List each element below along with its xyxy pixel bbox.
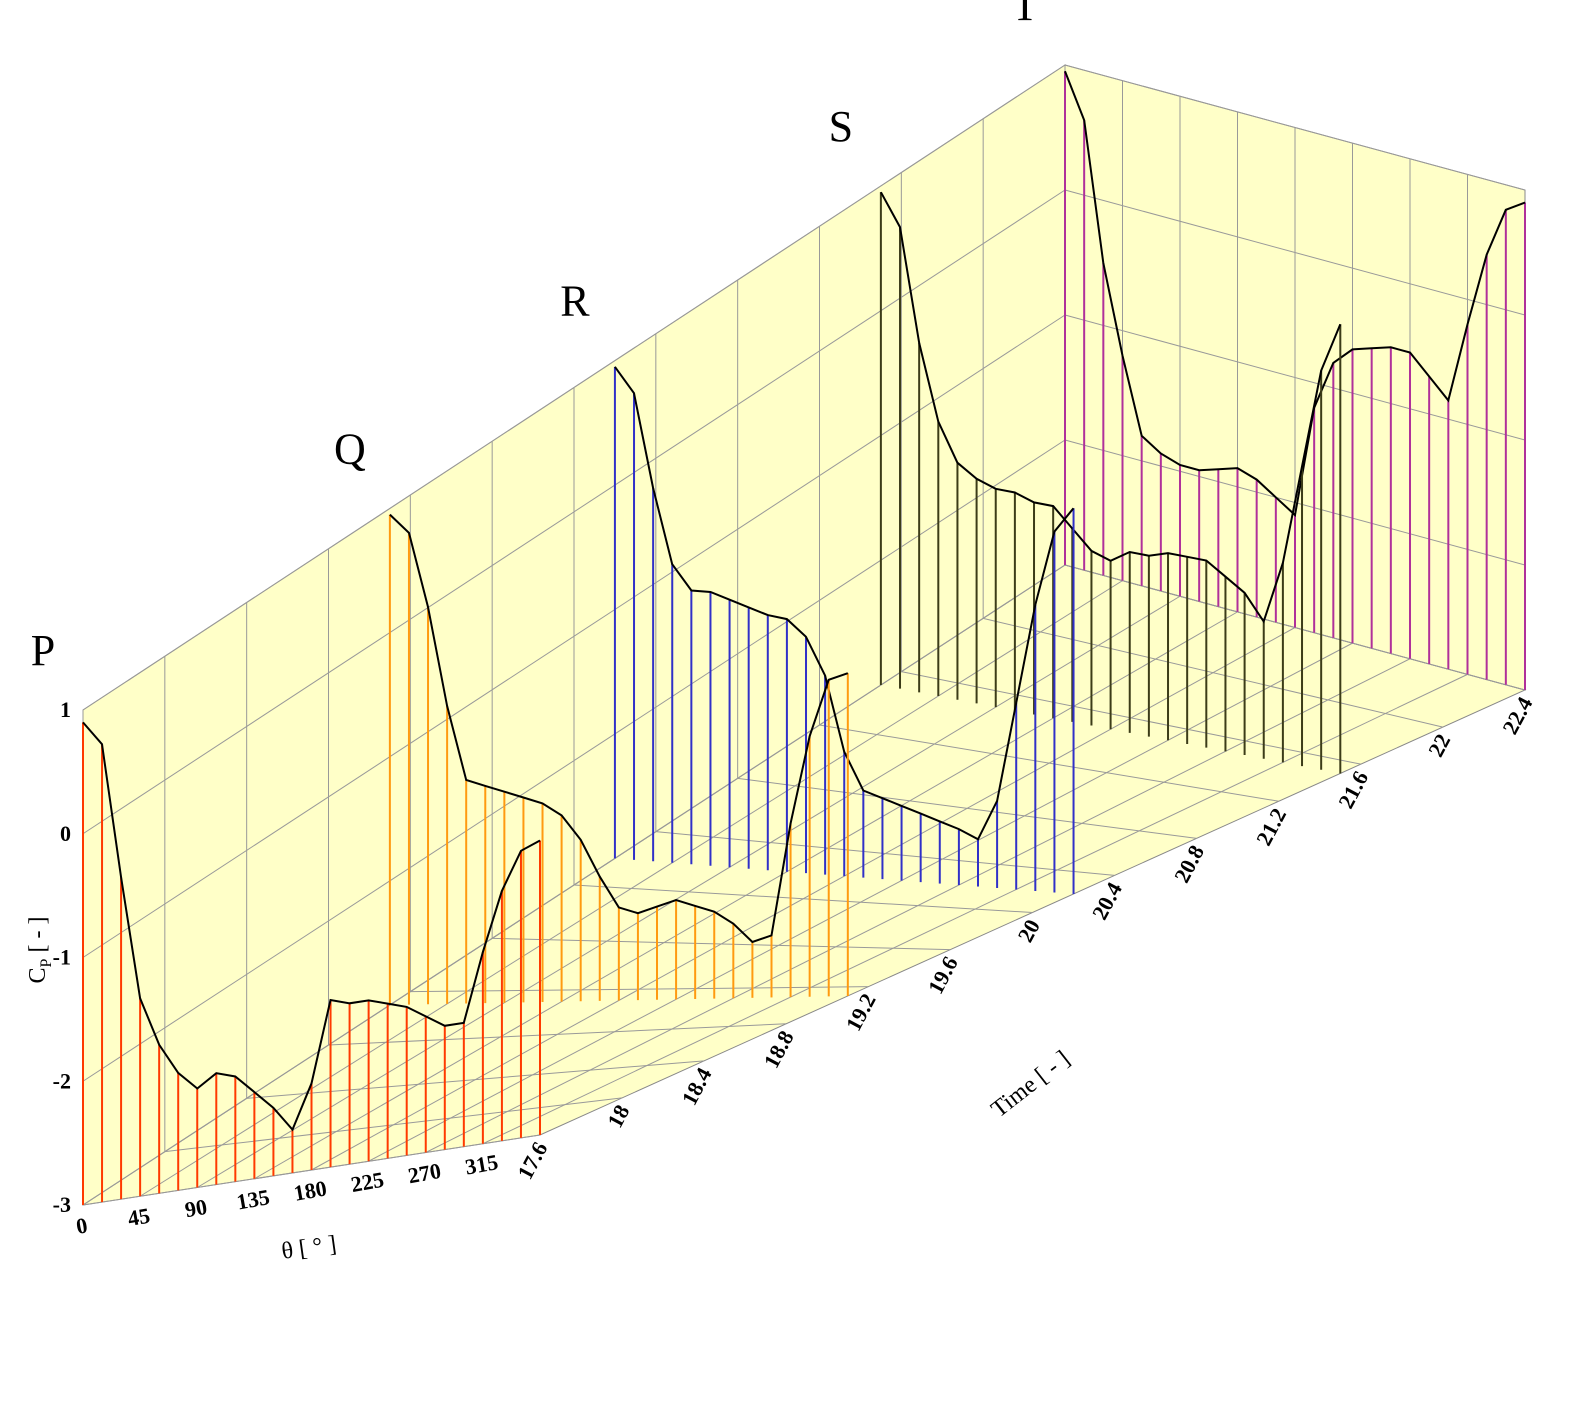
slice: [879, 191, 1342, 774]
x-tick-label: 45: [126, 1203, 152, 1231]
slice-label: P: [31, 626, 55, 675]
grid-line: [311, 627, 1296, 1171]
slice-label: S: [829, 102, 853, 151]
slice-label: Q: [334, 424, 366, 473]
grid-line: [368, 642, 1353, 1162]
z-tick-label: 17.6: [512, 1138, 552, 1184]
curve: [389, 513, 849, 944]
x-tick-label: 90: [183, 1194, 209, 1222]
y-axis-label: CP [ - ]: [25, 917, 55, 984]
x-tick-label: 225: [349, 1167, 386, 1197]
grid-line: [425, 658, 1411, 1153]
y-tick-label: -2: [53, 1068, 71, 1093]
slice: [82, 721, 541, 1205]
x-tick-label: 180: [292, 1175, 329, 1205]
slice-label: R: [560, 277, 590, 326]
slice: [388, 513, 849, 1005]
x-tick-label: 270: [406, 1158, 443, 1188]
grid-line: [196, 595, 1181, 1188]
x-tick-label: 135: [235, 1184, 272, 1214]
slice-label: T: [1012, 0, 1039, 30]
slice: [613, 366, 1075, 894]
grid-line: [82, 564, 1066, 1206]
curve: [880, 191, 1342, 624]
x-tick-label: 315: [463, 1149, 500, 1179]
curve: [1064, 70, 1526, 517]
curve: [614, 366, 1075, 841]
x-axis-label: θ [ ° ]: [280, 1231, 338, 1264]
x-tick-label: 0: [74, 1212, 89, 1239]
y-tick-label: -3: [53, 1192, 71, 1217]
z-axis-label: Time [ - ]: [987, 1046, 1075, 1123]
y-axis-label-main: C: [25, 967, 51, 983]
curve: [82, 721, 541, 1132]
grid-line: [482, 673, 1468, 1145]
y-tick-label: 1: [60, 697, 71, 722]
slice: [1064, 70, 1526, 690]
y-tick-label: 0: [60, 821, 71, 846]
y-tick-label: -1: [53, 945, 71, 970]
grid-line: [139, 580, 1123, 1197]
y-axis-label-sub: P: [38, 958, 55, 967]
y-axis-label-rest: [ - ]: [25, 917, 51, 959]
